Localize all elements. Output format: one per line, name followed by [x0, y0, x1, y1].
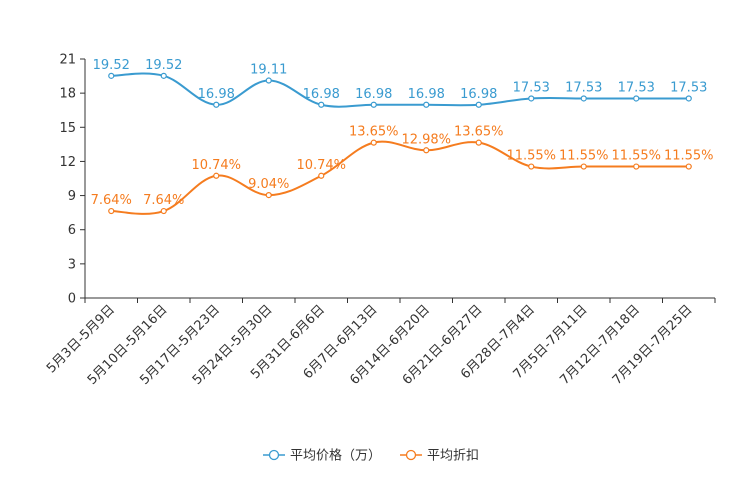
data-label: 9.04% — [248, 177, 289, 192]
data-label: 13.65% — [454, 125, 504, 140]
data-label: 7.64% — [91, 193, 132, 208]
y-tick-label: 18 — [59, 87, 76, 102]
data-label: 12.98% — [401, 132, 451, 147]
legend-item-1[interactable]: 平均折扣 — [400, 449, 479, 464]
data-label: 17.53 — [670, 80, 707, 95]
y-tick-label: 6 — [68, 223, 76, 238]
data-label: 7.64% — [143, 193, 184, 208]
data-label: 11.55% — [611, 149, 661, 164]
data-label: 17.53 — [565, 80, 602, 95]
data-label: 16.98 — [303, 87, 340, 102]
data-point[interactable] — [633, 95, 640, 102]
data-label: 19.52 — [145, 58, 182, 73]
y-tick-label: 9 — [68, 189, 76, 204]
data-label: 11.55% — [664, 149, 714, 164]
data-label: 16.98 — [355, 87, 392, 102]
data-point[interactable] — [580, 163, 587, 170]
data-point[interactable] — [160, 72, 167, 79]
data-point[interactable] — [423, 147, 430, 154]
data-point[interactable] — [265, 192, 272, 199]
axes: 0369121518215月3日-5月9日5月10日-5月16日5月17日-5月… — [44, 53, 716, 388]
legend-marker-icon — [268, 449, 280, 461]
data-point[interactable] — [423, 101, 430, 108]
data-point[interactable] — [213, 101, 220, 108]
series-0: 19.52 19.52 16.98 19.11 16.98 16.98 16.98 16.98… — [93, 58, 707, 108]
y-tick-label: 21 — [59, 53, 76, 68]
data-label: 10.74% — [191, 158, 241, 173]
data-point[interactable] — [213, 172, 220, 179]
data-point[interactable] — [318, 101, 325, 108]
legend-label: 平均折扣 — [427, 449, 479, 464]
data-point[interactable] — [580, 95, 587, 102]
data-point[interactable] — [108, 207, 115, 215]
data-label: 16.98 — [408, 87, 445, 102]
data-point[interactable] — [528, 95, 535, 102]
legend-label: 平均价格（万） — [290, 448, 381, 464]
legend-item-0[interactable]: 平均价格（万） — [263, 448, 381, 464]
data-point[interactable] — [265, 77, 272, 84]
data-label: 13.65% — [349, 125, 399, 140]
y-tick-label: 12 — [59, 155, 76, 170]
data-point[interactable] — [370, 101, 377, 108]
data-label: 11.55% — [559, 149, 609, 164]
data-point[interactable] — [370, 139, 377, 146]
data-point[interactable] — [685, 95, 692, 102]
data-point[interactable] — [528, 163, 535, 170]
y-tick-label: 15 — [59, 121, 76, 136]
data-label: 10.74% — [296, 158, 346, 173]
y-tick-label: 0 — [68, 292, 76, 307]
data-point[interactable] — [475, 101, 482, 108]
data-label: 17.53 — [618, 80, 655, 95]
data-label: 19.52 — [93, 58, 130, 73]
data-point[interactable] — [160, 207, 167, 215]
data-label: 16.98 — [198, 87, 235, 102]
data-label: 17.53 — [513, 80, 550, 95]
legend-marker-icon — [405, 449, 417, 461]
data-point[interactable] — [475, 139, 482, 146]
data-label: 11.55% — [506, 149, 556, 164]
series-layer: 19.52 19.52 16.98 19.11 16.98 16.98 16.98 16.98… — [91, 58, 714, 215]
data-point[interactable] — [685, 163, 692, 170]
data-point[interactable] — [633, 163, 640, 170]
series-1: 7.64% 7.64%10.74%9.04%10.74%13.65%12.98%1… — [91, 125, 714, 215]
legend[interactable]: 平均价格（万） 平均折扣 — [263, 448, 479, 464]
data-label: 16.98 — [460, 87, 497, 102]
y-tick-label: 3 — [68, 257, 76, 272]
data-point[interactable] — [318, 172, 325, 179]
data-label: 19.11 — [250, 63, 287, 78]
data-point[interactable] — [108, 72, 115, 79]
